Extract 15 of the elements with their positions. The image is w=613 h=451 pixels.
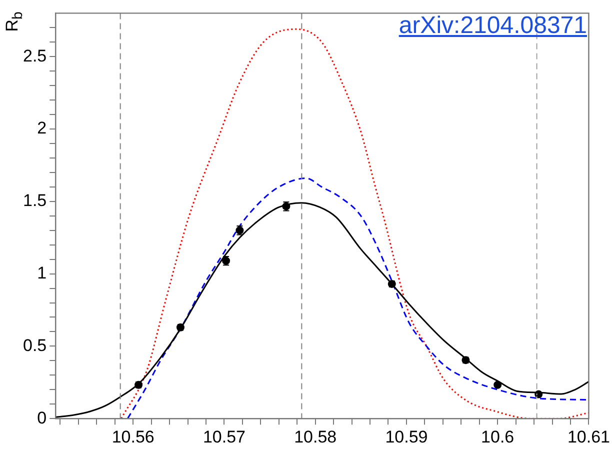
- annotation: arXiv:2104.08371: [398, 12, 587, 40]
- y-tick-label: 2: [37, 118, 47, 138]
- x-tick-label: 10.58: [294, 427, 337, 446]
- x-tick-label: 10.59: [385, 427, 428, 446]
- y-tick-label: 1: [37, 264, 47, 282]
- y-tick-label: 2.5: [22, 46, 47, 66]
- y-tick-label: 1.5: [22, 191, 47, 210]
- y-tick-label: 0.5: [22, 336, 47, 355]
- line-series: [126, 178, 589, 419]
- y-tick-label: 0: [37, 408, 47, 428]
- x-tick-label: 10.57: [202, 427, 246, 446]
- x-tick-label: 10.61: [567, 427, 610, 446]
- x-tick-label: 10.6: [481, 427, 514, 446]
- line-series: [56, 202, 589, 418]
- x-tick-label: 10.56: [112, 427, 154, 446]
